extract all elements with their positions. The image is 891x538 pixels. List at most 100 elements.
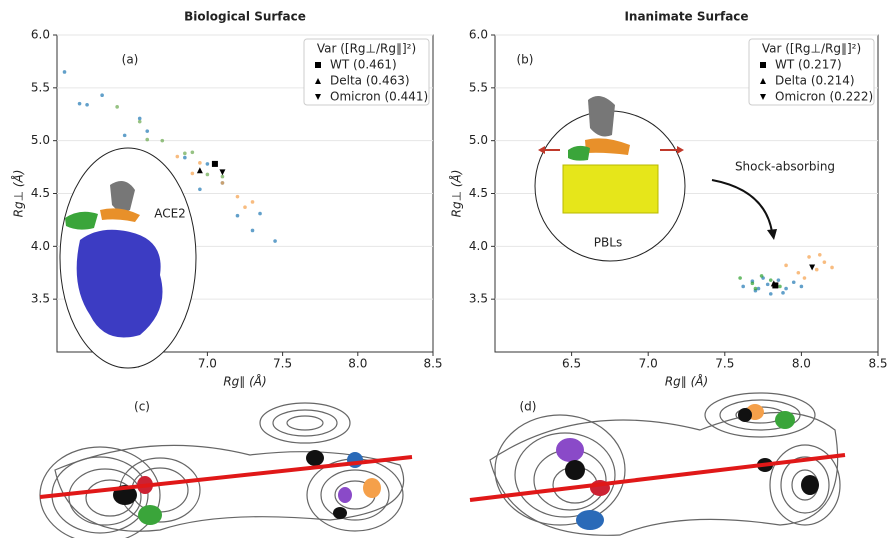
scatter-point	[759, 274, 764, 278]
scatter-point	[137, 116, 142, 121]
annotation: (a)	[122, 53, 139, 67]
scatter-point	[205, 172, 210, 177]
y-tick-label: 6.0	[31, 28, 50, 42]
scatter-point	[741, 284, 745, 289]
scatter-point	[235, 213, 240, 218]
scatter-point	[817, 252, 822, 257]
x-tick-label: 8.0	[792, 357, 811, 371]
scatter-point	[750, 281, 755, 286]
mean-marker	[219, 169, 226, 176]
scatter-point	[198, 187, 202, 192]
y-tick-label: 3.5	[469, 292, 488, 306]
scatter-point	[250, 228, 255, 233]
legend-marker	[315, 94, 321, 100]
scatter-point	[778, 284, 782, 289]
scatter-point	[796, 270, 801, 275]
panel-label: (d)	[520, 400, 537, 414]
annotation: PBLs	[594, 236, 622, 250]
legend-marker	[315, 78, 321, 84]
scatter-point	[183, 155, 187, 160]
scatter-point	[784, 286, 788, 291]
legend-label: WT (0.217)	[775, 58, 842, 72]
scatter-point	[776, 278, 781, 282]
scatter-point	[273, 239, 277, 243]
annotation: (b)	[517, 53, 534, 67]
x-tick-label: 7.5	[273, 357, 292, 371]
scatter-point	[822, 260, 827, 264]
x-tick-label: 6.5	[562, 357, 581, 371]
y-tick-label: 5.5	[469, 80, 488, 94]
scatter-point	[258, 211, 262, 216]
scatter-point	[799, 284, 804, 289]
x-tick-label: 8.0	[348, 357, 367, 371]
y-axis-label: Rg⊥ (Å)	[11, 170, 26, 218]
legend-title: Var ([Rg⊥/Rg∥]²)	[317, 42, 416, 56]
scatter-point	[100, 93, 104, 98]
scatter-point	[62, 70, 67, 74]
y-tick-label: 4.0	[469, 239, 488, 253]
legend-label: Omicron (0.441)	[330, 90, 428, 104]
legend-title: Var ([Rg⊥/Rg∥]²)	[762, 42, 861, 56]
scatter-point	[781, 291, 785, 295]
legend-marker	[760, 62, 766, 68]
legend-label: Delta (0.214)	[775, 74, 855, 88]
legend-label: WT (0.461)	[330, 58, 397, 72]
chart-title: Biological Surface	[184, 10, 306, 24]
scatter-point	[220, 174, 225, 179]
y-tick-label: 5.0	[469, 133, 488, 147]
y-tick-label: 5.0	[31, 133, 50, 147]
y-tick-label: 4.5	[31, 186, 50, 200]
legend-marker	[760, 78, 766, 84]
contour-c	[39, 402, 405, 538]
legend-box	[748, 38, 875, 106]
x-axis-label: Rg∥ (Å)	[665, 374, 708, 389]
scatter-point	[198, 161, 202, 165]
chart-title: Inanimate Surface	[624, 10, 748, 24]
scatter-point	[807, 255, 811, 259]
y-tick-label: 3.5	[31, 292, 50, 306]
scatter-point	[205, 162, 210, 166]
inset-ace2	[59, 147, 197, 369]
y-tick-label: 4.5	[469, 186, 488, 200]
scatter-point	[235, 194, 240, 199]
mean-marker	[770, 280, 777, 287]
contour-d	[489, 392, 841, 536]
y-tick-label: 4.0	[31, 239, 50, 253]
x-axis-label: Rg∥ (Å)	[223, 374, 266, 389]
panel-label: (c)	[134, 400, 150, 414]
scatter-point	[830, 265, 834, 270]
contour-c-blobs	[39, 450, 413, 525]
scatter-point	[250, 200, 255, 204]
x-tick-label: 7.0	[198, 357, 217, 371]
legend-marker	[315, 62, 321, 68]
inset-pbl	[534, 96, 777, 262]
x-tick-label: 8.5	[868, 357, 887, 371]
legend-label: Omicron (0.222)	[775, 90, 873, 104]
y-axis-label: Rg⊥ (Å)	[449, 170, 464, 218]
scatter-point	[190, 171, 195, 176]
scatter-point	[115, 105, 119, 109]
scatter-point	[753, 286, 758, 291]
x-tick-label: 8.5	[423, 357, 442, 371]
scatter-point	[802, 276, 807, 280]
legend-label: Delta (0.463)	[330, 74, 410, 88]
scatter-point	[122, 133, 127, 138]
annotation: Shock-absorbing	[735, 160, 835, 174]
scatter-point	[145, 129, 150, 133]
scatter-point	[768, 278, 773, 282]
scatter-point	[768, 292, 773, 296]
y-tick-label: 5.5	[31, 80, 50, 94]
scatter-point	[791, 280, 796, 285]
scatter-point	[190, 150, 195, 155]
x-tick-label: 7.5	[715, 357, 734, 371]
scatter-point	[160, 138, 165, 143]
scatter-point	[145, 137, 150, 142]
scatter-point	[765, 282, 770, 287]
annotation: ACE2	[154, 207, 186, 221]
scatter-point	[183, 151, 187, 156]
scatter-point	[175, 154, 180, 159]
scatter-point	[738, 276, 742, 280]
scatter-point	[77, 101, 82, 106]
scatter-point	[243, 205, 247, 210]
